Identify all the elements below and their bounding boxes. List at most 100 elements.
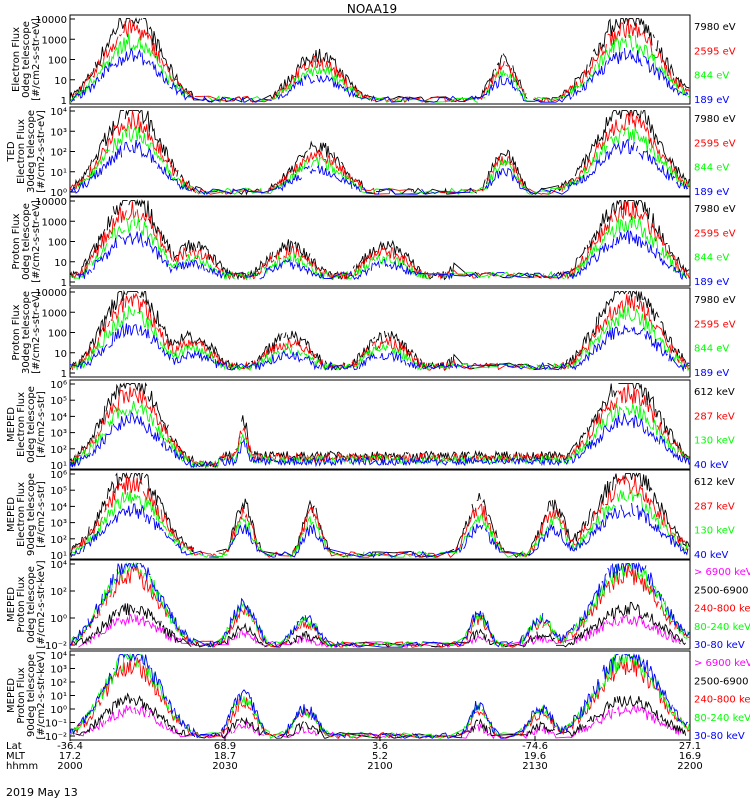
legend-entry: 287 keV bbox=[694, 411, 735, 422]
panel-2: 10⁴ 10³ 10² 10¹ 10⁰ TED Electron Flux 30deg tel… bbox=[6, 106, 736, 199]
y-tick-label: 10² bbox=[50, 678, 67, 689]
y-axis-label: Electron Flux bbox=[16, 119, 27, 184]
x-tick-label-hhmm: 2130 bbox=[522, 761, 547, 772]
panel-frame bbox=[69, 287, 691, 378]
series-traces bbox=[70, 110, 690, 196]
x-tick-label-lat: 68.9 bbox=[214, 741, 236, 752]
legend-entry: 7980 eV bbox=[694, 295, 736, 306]
y-tick-label: 10² bbox=[50, 148, 67, 159]
legend-entry: 240-800 keV bbox=[694, 695, 750, 706]
y-tick-label: 10¹ bbox=[50, 551, 67, 562]
x-tick-label-hhmm: 2030 bbox=[212, 761, 237, 772]
legend-entry: 130 keV bbox=[694, 526, 735, 537]
y-tick-label: 10⁰ bbox=[50, 614, 67, 625]
y-tick-label: 10000 bbox=[35, 197, 67, 208]
y-tick-label: 10⁴ bbox=[50, 107, 67, 118]
y-tick-label: 10³ bbox=[50, 429, 67, 440]
y-axis-label: 30deg telescope bbox=[26, 110, 37, 193]
y-axis-label: MEPED bbox=[6, 587, 17, 622]
y-tick-label: 100 bbox=[48, 56, 67, 67]
y-tick-label: 10² bbox=[50, 587, 67, 598]
legend-entry: 2595 eV bbox=[694, 138, 736, 149]
y-axis-label: MEPED bbox=[6, 407, 17, 442]
y-tick-label: 10⁴ bbox=[50, 651, 67, 662]
y-axis-label: Electron Flux bbox=[11, 27, 22, 92]
legend-entry: 612 keV bbox=[694, 477, 735, 488]
legend-entry: 189 eV bbox=[694, 368, 729, 379]
legend-entry: 844 eV bbox=[694, 71, 729, 82]
legend-entry: 2500-6900 bbox=[694, 676, 749, 687]
panel-4: 10000 1000 100 10 1 Proton Flux 30deg telescop… bbox=[11, 287, 736, 380]
y-axis-label: 90deg telescope bbox=[26, 473, 37, 556]
legend-entry: 844 eV bbox=[694, 344, 729, 355]
series-blue bbox=[70, 47, 689, 103]
legend-entry: 844 eV bbox=[694, 253, 729, 264]
y-tick-label: 10⁻¹ bbox=[45, 719, 67, 730]
panel-frame bbox=[69, 559, 691, 650]
y-tick-label: 10000 bbox=[35, 288, 67, 299]
y-tick-label: 10² bbox=[50, 445, 67, 456]
y-tick-label: 1000 bbox=[42, 308, 67, 319]
series-traces bbox=[70, 561, 690, 649]
y-tick-label: 10⁰ bbox=[50, 188, 67, 199]
x-tick-label-hhmm: 2200 bbox=[677, 761, 702, 772]
series-green bbox=[70, 561, 690, 649]
y-axis-label: Electron Flux bbox=[16, 392, 27, 457]
y-axis-label: [#/cm2-s-str-keV] bbox=[36, 560, 47, 648]
x-tick-label-hhmm: 2000 bbox=[57, 761, 82, 772]
y-tick-label: 10⁻² bbox=[45, 641, 67, 652]
y-axis-label: Proton Flux bbox=[11, 304, 22, 360]
y-axis-label: 0deg telescope bbox=[21, 203, 32, 280]
x-tick-label-lat: 27.1 bbox=[679, 741, 701, 752]
legend-entry: 130 keV bbox=[694, 436, 735, 447]
legend-entry: > 6900 keV bbox=[694, 567, 750, 578]
y-axis-label: 0deg telescope bbox=[21, 21, 32, 98]
panel-frame bbox=[69, 196, 691, 287]
series-green bbox=[70, 33, 690, 104]
legend-entry: 30-80 keV bbox=[694, 640, 745, 651]
y-tick-label: 10 bbox=[54, 349, 67, 360]
legend-entry: 287 keV bbox=[694, 501, 735, 512]
y-tick-label: 10³ bbox=[50, 665, 67, 676]
y-axis-label: [#/cm2-s-str-eV] bbox=[31, 291, 42, 374]
y-tick-label: 1000 bbox=[42, 217, 67, 228]
x-row-label: hhmm bbox=[6, 761, 38, 772]
y-axis-label: [#/cm2-s-str-eV] bbox=[31, 200, 42, 283]
x-tick-label-mlt: 19.6 bbox=[524, 751, 546, 762]
y-axis-label: [#/cm2-s-str-keV] bbox=[36, 651, 47, 739]
y-tick-label: 10⁻² bbox=[45, 732, 67, 743]
series-traces bbox=[70, 382, 690, 469]
series-blue bbox=[70, 323, 690, 373]
plot-title: NOAA19 bbox=[347, 2, 397, 16]
y-axis-label: 0deg telescope bbox=[26, 386, 37, 463]
y-axis-label: Proton Flux bbox=[16, 667, 27, 723]
y-tick-label: 1 bbox=[61, 369, 67, 380]
legend-entry: 240-800 ke bbox=[694, 604, 750, 615]
y-tick-label: 10² bbox=[50, 535, 67, 546]
series-black bbox=[70, 472, 690, 558]
panel-5: 10⁶ 10⁵ 10⁴ 10³ 10² 10¹ MEPED Electron Flux 0deg… bbox=[6, 379, 735, 472]
y-axis-label: [#/cm2-s-str] bbox=[36, 481, 47, 548]
legend-entry: 612 keV bbox=[694, 387, 735, 398]
panel-1: 10000 1000 100 10 1 Electron Flux 0deg telesco… bbox=[11, 14, 736, 107]
legend-entry: 80-240 keV bbox=[694, 622, 750, 633]
y-tick-label: 10⁶ bbox=[50, 380, 67, 391]
legend-entry: 7980 eV bbox=[694, 204, 736, 215]
y-axis-label: Electron Flux bbox=[16, 482, 27, 547]
y-tick-label: 10⁴ bbox=[50, 502, 67, 513]
series-blue bbox=[70, 138, 689, 195]
series-blue bbox=[70, 411, 690, 468]
y-axis-label: MEPED bbox=[6, 497, 17, 532]
panel-7: 10⁴ 10² 10⁰ 10⁻² MEPED Proton Flux 0deg telesc… bbox=[6, 559, 750, 652]
legend-entry: > 6900 keV bbox=[694, 658, 750, 669]
legend-entry: 189 eV bbox=[694, 95, 729, 106]
y-axis-label: 30deg telescope bbox=[21, 291, 32, 374]
y-tick-label: 10 bbox=[54, 258, 67, 269]
x-tick-label-hhmm: 2100 bbox=[367, 761, 392, 772]
y-tick-label: 100 bbox=[48, 329, 67, 340]
x-tick-label-mlt: 16.9 bbox=[679, 751, 701, 762]
legend-entry: 40 keV bbox=[694, 460, 728, 471]
